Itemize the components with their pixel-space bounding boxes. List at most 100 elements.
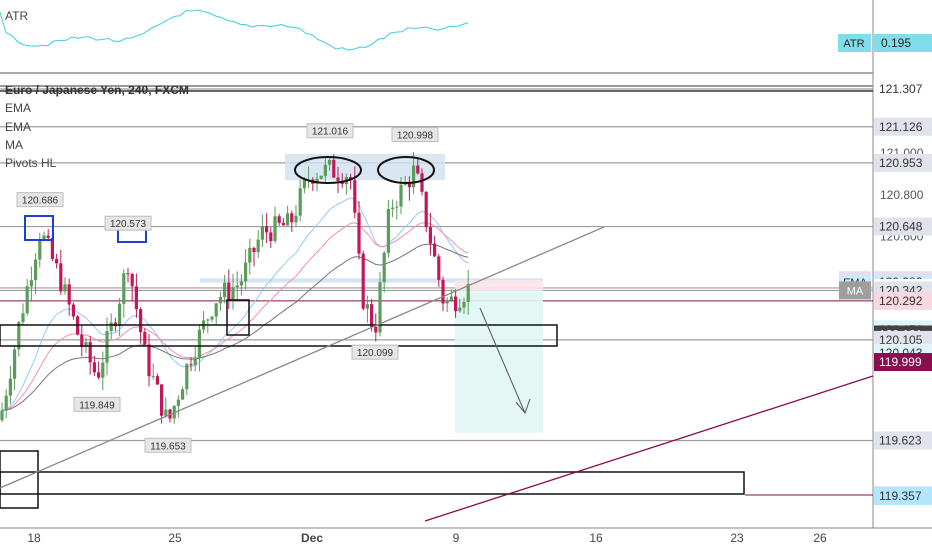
- pivot-label-bg: [391, 127, 439, 143]
- price-label-text: 120.953: [879, 156, 923, 170]
- price-label-text: 119.623: [879, 434, 922, 448]
- candle-body: [357, 212, 361, 254]
- candle-body: [428, 227, 432, 244]
- price-label-text: 121.307: [879, 82, 923, 96]
- candle-body: [42, 235, 46, 240]
- pivot-label-text: 120.998: [397, 131, 434, 142]
- candle-body: [13, 349, 17, 379]
- candle-body: [378, 282, 382, 333]
- head-ellipse: [377, 156, 435, 184]
- candle-body: [466, 283, 470, 302]
- indicator-pivots[interactable]: Pivots HL: [5, 156, 57, 170]
- candle-body: [139, 309, 143, 333]
- candle-body: [412, 165, 416, 188]
- trend-line: [424, 375, 874, 522]
- candle-body: [101, 362, 105, 378]
- demand-box: [0, 450, 39, 509]
- indicator-ema-slow[interactable]: EMA: [5, 120, 32, 134]
- candle-body: [319, 175, 323, 179]
- pivot-label-bg: [144, 437, 192, 453]
- candle-body: [223, 282, 227, 298]
- atr-value-text: 0.195: [881, 36, 911, 50]
- ma-line: [1, 243, 469, 411]
- candle-body: [420, 173, 424, 192]
- pivot-high-box: [24, 215, 54, 241]
- candle-body: [46, 235, 50, 238]
- candle-body: [294, 215, 298, 223]
- candle-body: [302, 179, 306, 189]
- atr-tag-bg: [838, 34, 871, 52]
- price-label-bg: [874, 117, 932, 136]
- candle-body: [248, 247, 252, 263]
- candle-body: [336, 177, 340, 181]
- time-axis: 18 25 Dec 9 16 23 26: [27, 531, 827, 545]
- candle-body: [374, 326, 378, 333]
- candle-body: [269, 232, 273, 242]
- indicator-ema-fast[interactable]: EMA: [5, 101, 32, 115]
- time-tick: 23: [730, 531, 744, 545]
- candle-body: [189, 364, 193, 366]
- time-tick: 18: [27, 531, 41, 545]
- time-tick: 26: [813, 531, 827, 545]
- trend-line: [0, 226, 605, 489]
- candle-body: [63, 284, 67, 292]
- candle-body: [214, 303, 218, 317]
- support-box: [0, 324, 558, 347]
- candle-body: [386, 208, 390, 253]
- symbol-title[interactable]: Euro / Japanese Yen, 240, FXCM: [5, 83, 189, 97]
- candle-body: [126, 273, 130, 275]
- candle-layer: [0, 152, 470, 424]
- candle-body: [332, 159, 336, 178]
- moving-average-layer: [1, 197, 469, 411]
- candle-body: [281, 222, 285, 226]
- candle-body: [462, 302, 466, 308]
- candle-body: [193, 357, 197, 366]
- risk-zone: [455, 279, 543, 291]
- candle-body: [290, 213, 294, 223]
- price-label-bg: [874, 153, 932, 172]
- candle-body: [130, 273, 134, 287]
- price-label-text: 119.357: [879, 489, 922, 503]
- pivot-label-bg: [104, 215, 152, 231]
- candle-body: [80, 334, 84, 347]
- price-label-bg: [874, 80, 932, 98]
- candle-body: [25, 286, 29, 314]
- candle-body: [4, 395, 8, 411]
- pivot-label-bg: [351, 344, 399, 360]
- time-tick: 9: [453, 531, 460, 545]
- candle-body: [231, 287, 235, 300]
- candle-body: [277, 216, 281, 223]
- price-label-text: 119.999: [879, 355, 922, 369]
- candle-body: [441, 279, 445, 304]
- zone-layer: [200, 153, 543, 433]
- time-tick: 25: [168, 531, 182, 545]
- candle-body: [265, 226, 269, 233]
- atr-pane-label: ATR: [5, 9, 29, 23]
- pivot-label-text: 120.686: [22, 196, 59, 207]
- atr-layer: [0, 9, 469, 51]
- arrow-head: [515, 398, 531, 415]
- pivot-label-text: 121.016: [312, 127, 349, 138]
- indicator-ma[interactable]: MA: [5, 138, 23, 152]
- candle-body: [176, 399, 180, 406]
- candle-body: [38, 239, 42, 260]
- candle-body: [391, 207, 395, 209]
- pivot-layer: 120.686 120.573 121.016 120.998 119.849 119.6…: [16, 123, 439, 453]
- candle-body: [239, 281, 243, 286]
- candle-body: [122, 273, 126, 304]
- time-tick: 16: [589, 531, 603, 545]
- candle-body: [210, 316, 214, 320]
- candle-body: [147, 344, 151, 377]
- price-label-bg: [874, 353, 932, 372]
- candle-body: [67, 284, 71, 305]
- candle-body: [206, 319, 210, 321]
- ema-fast-line: [1, 197, 469, 411]
- candle-body: [315, 178, 319, 184]
- candle-body: [21, 313, 25, 323]
- candle-body: [328, 159, 332, 165]
- candle-body: [134, 286, 138, 310]
- candle-body: [92, 362, 96, 373]
- candle-body: [399, 184, 403, 207]
